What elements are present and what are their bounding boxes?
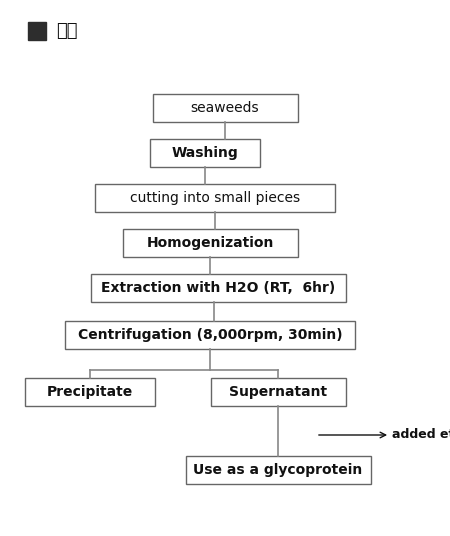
Text: Use as a glycoprotein: Use as a glycoprotein	[194, 463, 363, 477]
Text: Centrifugation (8,000rpm, 30min): Centrifugation (8,000rpm, 30min)	[78, 328, 342, 342]
Bar	[211, 378, 346, 406]
Bar	[25, 378, 155, 406]
Text: Supernatant: Supernatant	[229, 385, 327, 399]
Text: Homogenization: Homogenization	[146, 236, 274, 250]
Text: added ethanol: added ethanol	[392, 428, 450, 442]
Text: Washing: Washing	[171, 146, 238, 160]
Bar	[122, 229, 297, 257]
Text: cutting into small pieces: cutting into small pieces	[130, 191, 300, 205]
Bar	[185, 456, 370, 484]
Bar	[90, 274, 346, 302]
Text: Extraction with H2O (RT,  6hr): Extraction with H2O (RT, 6hr)	[101, 281, 335, 295]
Bar	[150, 139, 260, 167]
Text: Precipitate: Precipitate	[47, 385, 133, 399]
Text: 파래: 파래	[56, 22, 77, 40]
Bar	[28, 22, 46, 40]
Bar	[95, 184, 335, 212]
Bar	[153, 94, 297, 122]
Bar	[65, 321, 355, 349]
Text: seaweeds: seaweeds	[191, 101, 259, 115]
